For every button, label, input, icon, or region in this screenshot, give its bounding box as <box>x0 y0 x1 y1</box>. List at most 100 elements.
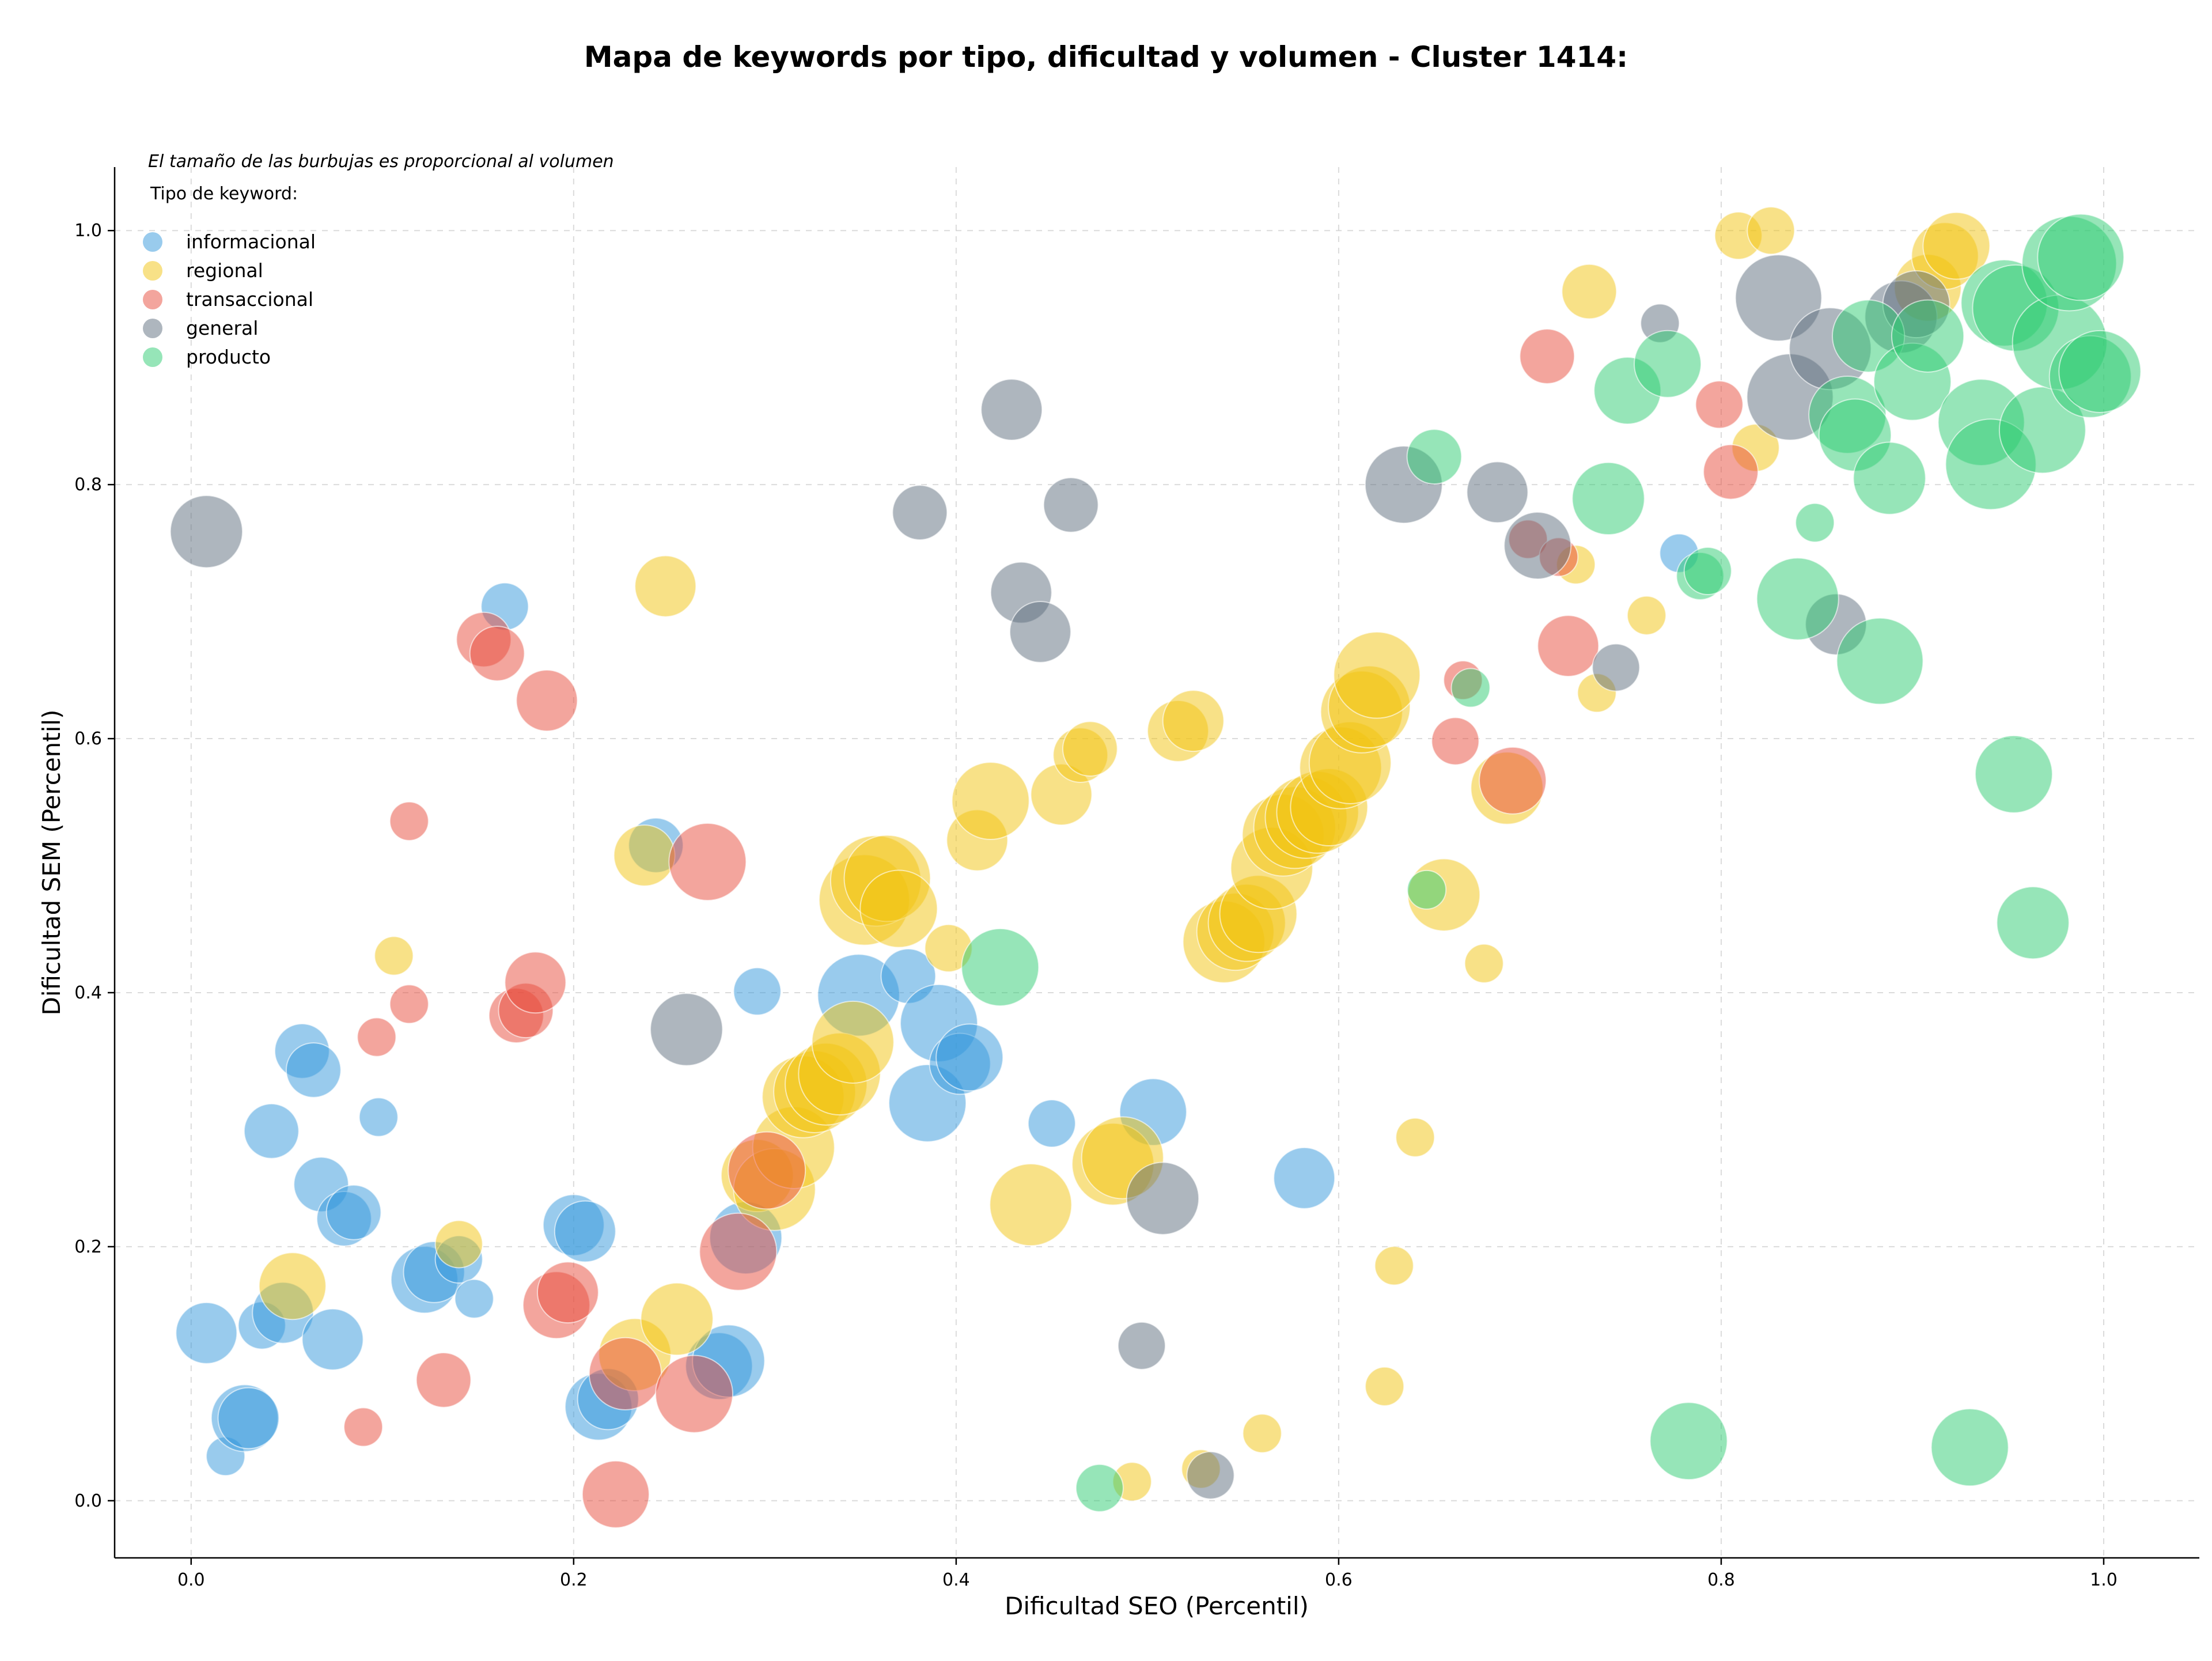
bubble-producto <box>2037 213 2125 301</box>
y-tick-label: 0.8 <box>74 475 102 495</box>
bubble-general <box>1117 1321 1166 1370</box>
bubble-informacional <box>325 1185 382 1240</box>
bubble-producto <box>1836 617 1924 705</box>
bubble-general <box>892 485 948 540</box>
bubble-transaccional <box>1479 746 1547 815</box>
bubble-regional <box>1374 1246 1414 1286</box>
bubble-general <box>1186 1451 1235 1500</box>
bubble-informacional <box>358 1097 399 1137</box>
y-tick-label: 0.0 <box>74 1491 102 1511</box>
bubbles <box>169 206 2142 1528</box>
bubble-transaccional <box>1537 615 1600 678</box>
legend-label-regional: regional <box>186 259 263 282</box>
legend-marker-informacional <box>143 232 162 252</box>
bubble-producto <box>1683 547 1732 596</box>
bubble-transaccional <box>415 1352 472 1408</box>
bubble-regional <box>434 1220 483 1269</box>
bubble-transaccional <box>699 1212 778 1291</box>
bubble-producto <box>1930 1408 2009 1487</box>
bubble-informacional <box>217 1387 280 1450</box>
bubble-transaccional <box>516 669 578 732</box>
y-axis-label: Dificultad SEM (Percentil) <box>37 710 66 1016</box>
bubble-producto <box>1795 502 1835 543</box>
legend-label-producto: producto <box>186 346 271 368</box>
x-tick-label: 0.8 <box>1707 1570 1735 1590</box>
bubble-regional <box>1464 943 1504 983</box>
legend: Tipo de keyword: informacional regional tr… <box>143 184 316 368</box>
bubble-general <box>1592 643 1641 692</box>
bubble-regional <box>1395 1117 1435 1157</box>
bubble-transaccional <box>655 1354 733 1433</box>
bubble-general <box>1043 477 1099 533</box>
bubble-regional <box>989 1163 1073 1247</box>
bubble-size-annotation: El tamaño de las burbujas es proporciona… <box>148 152 614 172</box>
bubble-informacional <box>1273 1147 1336 1209</box>
bubble-transaccional <box>389 801 429 841</box>
bubble-informacional <box>175 1301 238 1364</box>
bubble-regional <box>374 936 414 976</box>
bubble-producto <box>1407 869 1447 910</box>
bubble-regional <box>1561 263 1618 320</box>
bubble-producto <box>961 928 1040 1007</box>
bubble-regional <box>1162 690 1225 752</box>
bubble-producto <box>1853 441 1926 515</box>
bubble-producto <box>1649 1402 1728 1481</box>
bubble-general <box>650 993 724 1066</box>
bubble-transaccional <box>588 1337 662 1410</box>
legend-label-general: general <box>186 317 258 339</box>
bubble-regional <box>1062 721 1118 777</box>
x-axis-ticks: 0.0 0.2 0.4 0.6 0.8 1.0 <box>177 1558 2118 1590</box>
bubble-transaccional <box>668 822 747 901</box>
bubble-transaccional <box>1431 717 1480 766</box>
bubble-informacional <box>454 1278 494 1319</box>
y-tick-label: 0.2 <box>74 1237 102 1257</box>
bubble-producto <box>1571 461 1645 536</box>
bubble-transaccional <box>1703 444 1759 500</box>
y-tick-label: 1.0 <box>74 221 102 241</box>
bubble-informacional <box>1027 1099 1076 1148</box>
bubble-informacional <box>733 967 782 1016</box>
bubble-general <box>1126 1161 1200 1235</box>
axes <box>113 167 2199 1559</box>
y-tick-label: 0.6 <box>74 729 102 749</box>
legend-marker-regional <box>143 261 162 281</box>
bubble-informacional <box>935 1023 1004 1092</box>
bubble-regional <box>1242 1413 1282 1454</box>
legend-label-transaccional: transaccional <box>186 288 313 311</box>
bubble-general <box>1009 600 1071 663</box>
x-axis-label: Dificultad SEO (Percentil) <box>1005 1592 1309 1620</box>
bubble-producto <box>1891 299 1965 373</box>
bubble-regional <box>811 1000 895 1084</box>
bubble-regional <box>1747 206 1796 255</box>
bubble-producto <box>1634 330 1702 398</box>
bubble-regional <box>258 1252 327 1321</box>
bubble-regional <box>1922 211 1991 280</box>
x-tick-label: 0.4 <box>942 1570 970 1590</box>
legend-marker-transaccional <box>143 290 162 309</box>
bubble-regional <box>859 869 938 948</box>
bubble-regional <box>951 762 1030 841</box>
bubble-transaccional <box>469 626 525 682</box>
bubble-regional <box>613 824 676 887</box>
bubble-transaccional <box>504 951 567 1014</box>
y-tick-label: 0.4 <box>74 983 102 1003</box>
bubble-producto <box>1406 429 1463 485</box>
bubble-informacional <box>301 1308 364 1371</box>
x-tick-label: 0.0 <box>177 1570 205 1590</box>
bubble-informacional <box>243 1103 300 1159</box>
bubble-general <box>1503 511 1572 580</box>
bubble-producto <box>1756 557 1839 641</box>
x-tick-label: 0.6 <box>1325 1570 1353 1590</box>
bubble-transaccional <box>1695 380 1744 429</box>
bubble-transaccional <box>581 1460 650 1528</box>
bubble-producto <box>1075 1463 1124 1512</box>
bubble-informacional <box>285 1042 342 1098</box>
bubble-transaccional <box>389 984 429 1024</box>
bubble-transaccional <box>357 1017 397 1057</box>
legend-label-informacional: informacional <box>186 230 316 253</box>
bubble-regional <box>640 1282 714 1356</box>
legend-marker-producto <box>143 347 162 367</box>
legend-marker-general <box>143 319 162 338</box>
bubble-regional <box>1626 595 1666 635</box>
